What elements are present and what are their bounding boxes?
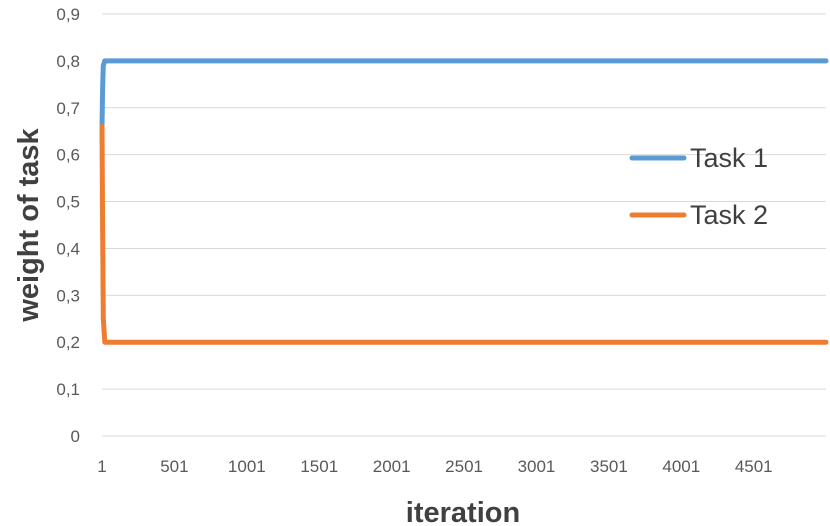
x-axis-title: iteration: [406, 497, 520, 526]
y-tick-label: 0,7: [56, 99, 80, 118]
x-tick-label: 1501: [300, 457, 338, 476]
x-tick-label: 4001: [662, 457, 700, 476]
y-tick-label: 0,4: [56, 239, 80, 258]
y-tick-label: 0,2: [56, 333, 80, 352]
legend: Task 1 Task 2: [629, 143, 768, 230]
y-tick-label: 0,3: [56, 286, 80, 305]
x-tick-label: 2501: [445, 457, 483, 476]
y-tick-label: 0,5: [56, 193, 80, 212]
x-tick-label: 2001: [373, 457, 411, 476]
series-line-1: [99, 58, 829, 129]
y-tick-label: 0,9: [56, 5, 80, 24]
x-tick-label: 4501: [735, 457, 773, 476]
x-axis-ticks: 1 501 1001 1501 2001 2501 3001 3501 4001 4501: [97, 457, 772, 476]
y-axis-title: weight of task: [13, 127, 45, 322]
series-lines: [99, 58, 829, 345]
y-axis-ticks: 0 0,1 0,2 0,3 0,4 0,5 0,6 0,7 0,8 0,9: [56, 5, 80, 446]
x-tick-label: 1001: [228, 457, 266, 476]
y-tick-label: 0,8: [56, 52, 80, 71]
legend-label-1: Task 1: [690, 143, 768, 173]
y-tick-label: 0,1: [56, 380, 80, 399]
x-tick-label: 3501: [590, 457, 628, 476]
x-tick-label: 501: [160, 457, 188, 476]
y-tick-label: 0,6: [56, 146, 80, 165]
legend-label-2: Task 2: [690, 200, 768, 230]
x-tick-label: 3001: [518, 457, 556, 476]
x-tick-label: 1: [97, 457, 106, 476]
series-line-2: [99, 124, 829, 345]
y-tick-label: 0: [71, 427, 80, 446]
